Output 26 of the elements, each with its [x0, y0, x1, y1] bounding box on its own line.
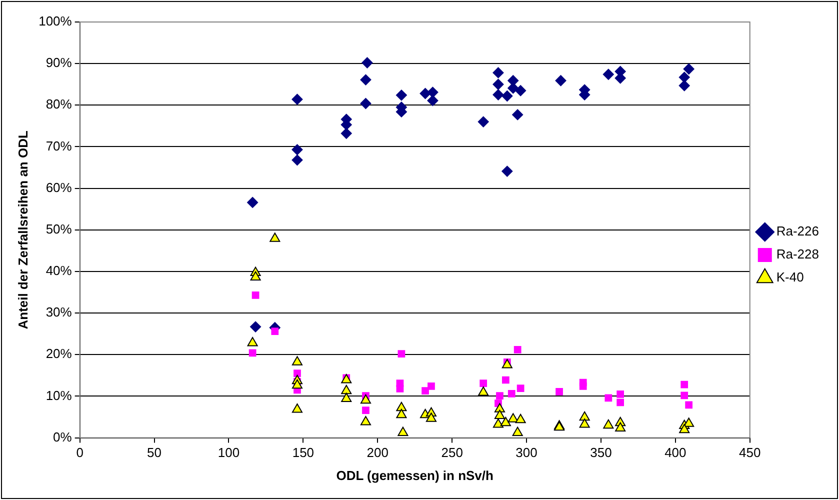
legend-label: Ra-228 [776, 246, 820, 262]
y-tick-label: 90% [46, 55, 72, 70]
y-axis-title: Anteil der Zerfallsreihen an ODL [15, 130, 30, 330]
legend-label: K-40 [776, 270, 804, 285]
x-tick-label: 150 [292, 445, 314, 460]
y-tick-label: 80% [46, 96, 72, 112]
x-tick-label: 100 [218, 445, 240, 460]
y-tick-label: 10% [46, 388, 72, 403]
y-tick-label: 20% [46, 346, 72, 362]
x-tick-label: 50 [147, 445, 162, 460]
y-tick-label: 30% [46, 304, 72, 320]
x-tick-label: 200 [366, 445, 388, 460]
x-tick-label: 350 [590, 445, 612, 460]
x-tick-label: 0 [76, 445, 84, 460]
y-tick-label: 70% [46, 138, 72, 154]
legend-label: Ra-226 [776, 224, 820, 239]
y-tick-label: 60% [46, 180, 72, 195]
y-tick-label: 100% [38, 14, 72, 29]
x-tick-label: 250 [441, 445, 463, 460]
x-axis-title: ODL (gemessen) in nSv/h [336, 468, 494, 483]
x-tick-label: 450 [739, 445, 761, 460]
x-tick-label: 300 [516, 445, 538, 460]
y-tick-label: 50% [46, 221, 72, 236]
y-tick-label: 40% [46, 263, 72, 278]
x-tick-label: 400 [664, 445, 686, 460]
y-tick-label: 0% [53, 429, 72, 444]
